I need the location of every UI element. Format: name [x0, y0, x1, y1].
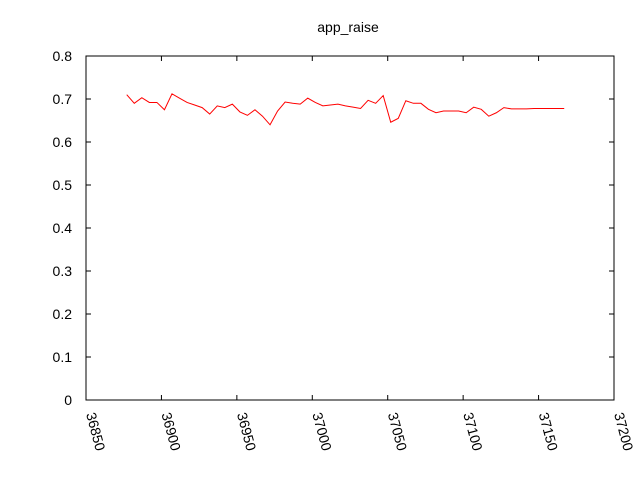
y-tick-label: 0.2	[53, 306, 73, 322]
x-tick-label: 36850	[83, 411, 109, 453]
x-tick-label: 36900	[159, 411, 185, 453]
series-line	[126, 93, 565, 126]
chart-title: app_raise	[317, 19, 379, 35]
y-tick-label: 0.6	[53, 134, 73, 150]
x-tick-label: 37150	[536, 411, 562, 453]
y-tick-label: 0.7	[53, 91, 73, 107]
y-tick-label: 0.4	[53, 220, 73, 236]
x-tick-label: 37200	[611, 411, 637, 453]
x-tick-label: 37100	[460, 411, 486, 453]
y-tick-label: 0	[64, 392, 72, 408]
y-tick-label: 0.3	[53, 263, 73, 279]
x-tick-label: 37050	[385, 411, 411, 453]
series-layer	[126, 93, 565, 126]
y-tick-label: 0.5	[53, 177, 73, 193]
x-tick-label: 37000	[309, 411, 335, 453]
y-tick-label: 0.8	[53, 48, 73, 64]
y-tick-label: 0.1	[53, 349, 73, 365]
x-tick-label: 36950	[234, 411, 260, 453]
